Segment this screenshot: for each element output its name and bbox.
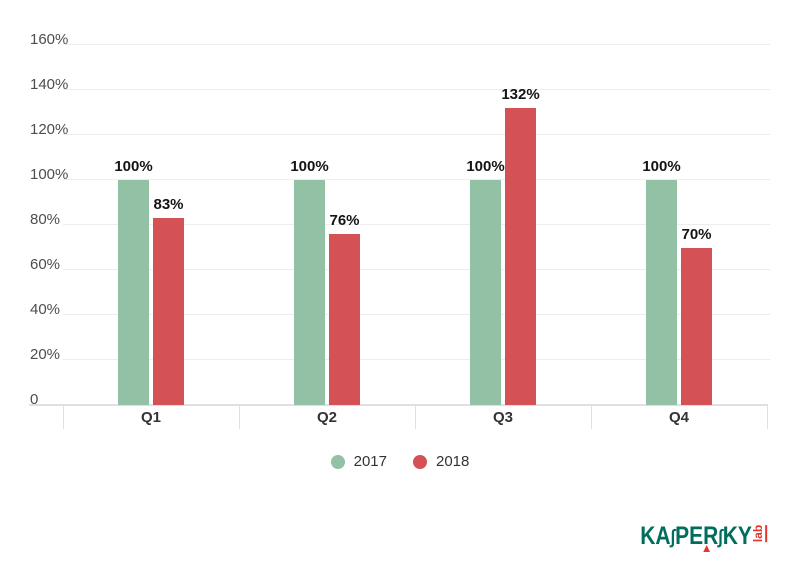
bar-value-label: 76% bbox=[329, 212, 360, 229]
y-axis-label: 80% bbox=[30, 211, 61, 228]
wordmark-integral-s: ∫ bbox=[670, 526, 675, 548]
bar-2018-Q4 bbox=[681, 247, 712, 405]
legend-dot-2018-icon bbox=[413, 455, 427, 469]
category-divider bbox=[591, 406, 592, 429]
y-axis-label: 20% bbox=[30, 346, 61, 363]
gridline-140 bbox=[63, 89, 770, 90]
bar-2018-Q3 bbox=[505, 108, 536, 405]
kaspersky-lab-vertical-text: lab bbox=[750, 524, 767, 543]
y-axis-label: 60% bbox=[30, 256, 61, 273]
wordmark-part: PER bbox=[674, 522, 718, 550]
wordmark-part: KY bbox=[722, 522, 752, 550]
bar-value-label: 100% bbox=[466, 158, 505, 175]
category-label: Q2 bbox=[316, 409, 337, 426]
y-axis-label: 120% bbox=[30, 121, 69, 138]
category-label: Q4 bbox=[668, 409, 689, 426]
bar-2018-Q1 bbox=[153, 218, 184, 405]
bar-value-label: 100% bbox=[290, 158, 329, 175]
gridline-100 bbox=[63, 179, 770, 180]
gridline-160 bbox=[63, 44, 770, 45]
bar-value-label: 100% bbox=[114, 158, 153, 175]
bar-2017-Q4 bbox=[646, 180, 677, 405]
bar-2018-Q2 bbox=[329, 234, 360, 405]
category-divider bbox=[767, 406, 768, 429]
legend-dot-2017-icon bbox=[330, 455, 345, 469]
y-axis-label: 100% bbox=[30, 166, 69, 183]
category-label: Q3 bbox=[492, 409, 513, 426]
bar-value-label: 132% bbox=[501, 86, 540, 103]
bar-2017-Q1 bbox=[118, 180, 149, 405]
bar-value-label: 83% bbox=[153, 196, 184, 214]
category-divider bbox=[239, 406, 240, 429]
kaspersky-triangle-icon bbox=[702, 545, 710, 552]
kaspersky-lab-logo: KA∫PER∫KY lab bbox=[619, 523, 772, 559]
bar-2017-Q3 bbox=[470, 180, 501, 405]
legend-item-2018: 2018 bbox=[413, 454, 469, 470]
gridline-20 bbox=[63, 359, 770, 360]
category-label: Q1 bbox=[140, 409, 161, 426]
kaspersky-wordmark: KA∫PER∫KY bbox=[639, 522, 752, 552]
gridline-80 bbox=[63, 224, 770, 225]
bar-value-label: 100% bbox=[642, 158, 681, 175]
gridline-60 bbox=[63, 269, 770, 270]
category-divider bbox=[415, 406, 416, 429]
y-axis-label: 140% bbox=[30, 76, 69, 93]
y-axis-label: 40% bbox=[30, 301, 61, 318]
bar-value-label: 70% bbox=[681, 225, 712, 243]
x-axis-line bbox=[29, 404, 768, 406]
bar-2017-Q2 bbox=[294, 180, 325, 405]
wordmark-integral-s: ∫ bbox=[717, 526, 723, 548]
legend-label-2017: 2017 bbox=[353, 453, 387, 470]
y-axis-label: 160% bbox=[30, 31, 69, 48]
category-divider bbox=[63, 406, 64, 429]
legend: 2017 2018 bbox=[0, 454, 800, 470]
y-axis-label: 0 bbox=[30, 391, 39, 408]
gridline-40 bbox=[63, 314, 770, 315]
legend-item-2017: 2017 bbox=[330, 453, 387, 470]
gridline-120 bbox=[63, 134, 770, 135]
wordmark-part: KA bbox=[639, 522, 671, 550]
legend-label-2018: 2018 bbox=[436, 453, 470, 470]
